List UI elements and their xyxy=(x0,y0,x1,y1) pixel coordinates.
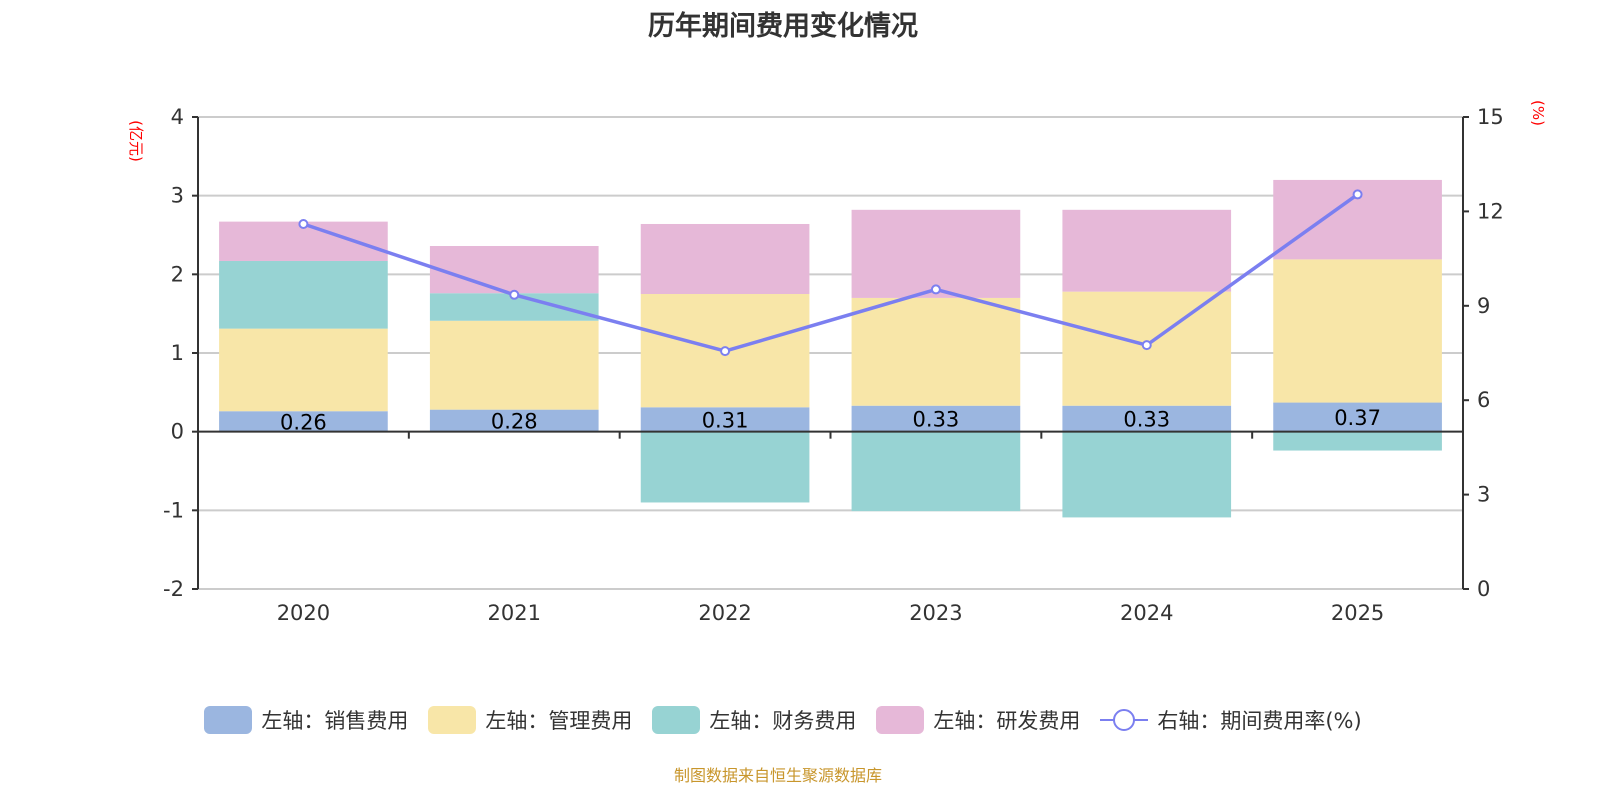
x-axis-tick-label: 2024 xyxy=(1120,601,1173,625)
bar-segment xyxy=(219,411,388,432)
legend-label-admin: 左轴：管理费用 xyxy=(485,709,633,733)
bar-segment xyxy=(851,297,1021,406)
legend-label-sales: 左轴：销售费用 xyxy=(261,709,409,733)
bar-data-label: 0.31 xyxy=(702,408,749,432)
legend: 左轴：销售费用 左轴：管理费用 左轴：财务费用 左轴：研发费用 右轴：期间费用率… xyxy=(0,705,1566,735)
legend-item-admin[interactable]: 左轴：管理费用 xyxy=(428,705,632,735)
left-axis-tick-label: 0 xyxy=(171,420,184,444)
x-axis-tick-label: 2025 xyxy=(1331,601,1384,625)
legend-item-rate[interactable]: 右轴：期间费用率(%) xyxy=(1100,705,1362,735)
bars xyxy=(219,179,1442,518)
left-axis-unit-label: (亿元) xyxy=(127,120,145,162)
bar-segment xyxy=(851,431,1021,512)
bar-data-label: 0.28 xyxy=(491,410,538,434)
chart-title: 历年期间费用变化情况 xyxy=(648,11,918,42)
legend-swatch-rnd xyxy=(876,706,925,734)
legend-item-sales[interactable]: 左轴：销售费用 xyxy=(204,705,408,735)
axes: 4 3 2 1 0 -1 -2 15 12 9 6 3 0 2020 2021 2022 2023 2024 202… xyxy=(163,105,1504,625)
bar-segment xyxy=(851,209,1021,298)
bar-segment xyxy=(1273,431,1442,451)
bar-data-label: 0.37 xyxy=(1334,406,1381,430)
x-axis-tick-label: 2022 xyxy=(698,601,751,625)
legend-label-finance: 左轴：财务费用 xyxy=(709,709,857,733)
right-axis-tick-label: 12 xyxy=(1477,199,1504,223)
data-labels: 0.26 0.28 0.31 0.33 0.33 0.37 xyxy=(280,406,1381,434)
bar-segment xyxy=(1273,259,1442,403)
rate-point xyxy=(930,284,941,295)
right-axis-tick-label: 6 xyxy=(1477,388,1490,412)
bar-segment xyxy=(640,407,810,432)
bar-segment xyxy=(1062,431,1232,518)
legend-swatch-sales xyxy=(204,706,253,734)
legend-swatch-admin xyxy=(428,706,477,734)
legend-swatch-finance xyxy=(652,706,701,734)
x-axis-tick-label: 2020 xyxy=(277,601,330,625)
legend-line-circle-icon xyxy=(1100,709,1149,731)
bar-segment xyxy=(219,260,388,329)
bar-data-label: 0.33 xyxy=(1123,408,1170,432)
rate-point xyxy=(298,218,309,229)
left-axis-tick-label: 4 xyxy=(171,105,184,129)
bar-segment xyxy=(1062,405,1232,432)
right-axis-tick-label: 15 xyxy=(1477,105,1504,129)
x-axis-tick-label: 2023 xyxy=(909,601,962,625)
bar-segment xyxy=(219,328,388,412)
legend-item-rnd[interactable]: 左轴：研发费用 xyxy=(876,705,1080,735)
rate-line-path xyxy=(302,192,1359,353)
rate-point xyxy=(1141,340,1152,351)
gridlines xyxy=(198,116,1463,590)
left-axis-tick-label: 1 xyxy=(171,341,184,365)
rate-line xyxy=(298,189,1363,357)
legend-label-rate: 右轴：期间费用率(%) xyxy=(1157,709,1362,733)
left-axis-tick-label: 3 xyxy=(171,184,184,208)
right-axis-unit-label: (%) xyxy=(1529,100,1547,126)
bar-segment xyxy=(429,320,599,410)
x-axis-tick-label: 2021 xyxy=(488,601,541,625)
right-axis-tick-label: 0 xyxy=(1477,577,1490,601)
legend-label-rnd: 左轴：研发费用 xyxy=(933,709,1081,733)
legend-item-finance[interactable]: 左轴：财务费用 xyxy=(652,705,856,735)
rate-point xyxy=(1352,189,1363,200)
right-axis-tick-label: 3 xyxy=(1477,483,1490,507)
rate-point xyxy=(509,289,520,300)
bar-segment xyxy=(851,405,1021,432)
bar-segment xyxy=(429,409,599,432)
bar-segment xyxy=(1273,402,1442,432)
bar-segment xyxy=(640,223,810,294)
bar-segment xyxy=(1062,209,1232,292)
bar-segment xyxy=(640,431,810,503)
left-axis-tick-label: 2 xyxy=(171,262,184,286)
rate-point xyxy=(720,346,731,357)
source-footer: 制图数据来自恒生聚源数据库 xyxy=(673,766,882,785)
right-axis-tick-label: 9 xyxy=(1477,294,1490,318)
bar-data-label: 0.33 xyxy=(913,408,960,432)
bar-segment xyxy=(429,246,599,294)
left-axis-tick-label: -2 xyxy=(163,577,184,601)
bar-data-label: 0.26 xyxy=(280,410,327,434)
left-axis-tick-label: -1 xyxy=(163,498,184,522)
